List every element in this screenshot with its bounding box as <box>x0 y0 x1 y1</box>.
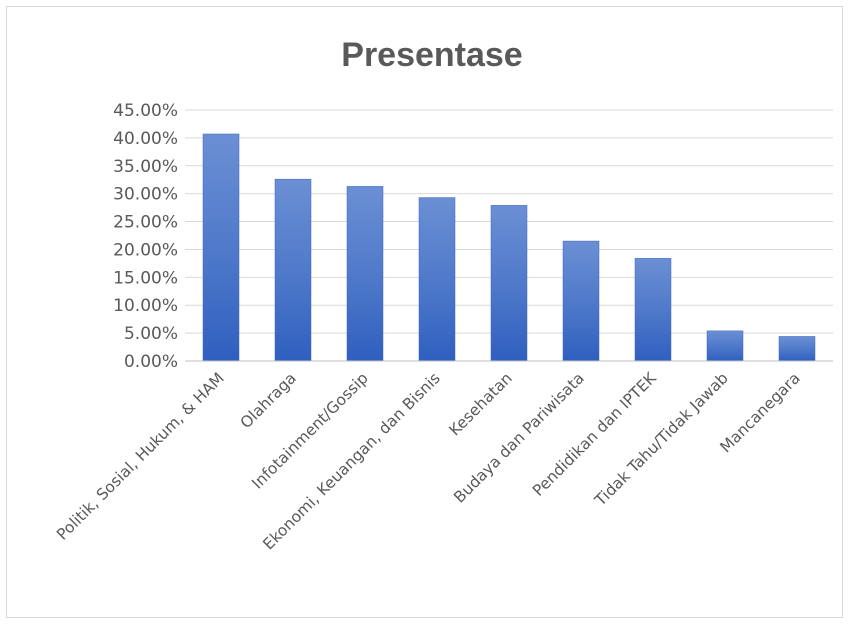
bar <box>562 240 600 362</box>
bar <box>706 330 744 362</box>
y-tick-label: 40.00% <box>113 129 178 149</box>
y-tick-label: 45.00% <box>113 101 178 121</box>
x-tick-label: Tidak Tahu/Tidak Jawab <box>591 369 732 510</box>
x-tick-label: Pendidikan dan IPTEK <box>529 369 660 500</box>
bars <box>202 133 816 362</box>
x-tick-label: Budaya dan Pariwisata <box>450 369 587 506</box>
bar <box>346 186 384 362</box>
bar <box>490 205 528 362</box>
y-tick-label: 0.00% <box>124 352 178 372</box>
bar <box>274 178 312 362</box>
bar <box>202 133 240 362</box>
x-tick-label: Infotainment/Gossip <box>248 369 371 492</box>
x-tick-label: Olahraga <box>237 369 300 432</box>
bar <box>634 258 672 362</box>
y-tick-label: 10.00% <box>113 296 178 316</box>
y-tick-label: 35.00% <box>113 157 178 177</box>
y-axis-ticks: 0.00% 5.00% 10.00% 15.00% 20.00% 25.00% 30.00%… <box>113 101 178 372</box>
bar <box>778 336 816 362</box>
y-tick-label: 30.00% <box>113 185 178 205</box>
y-tick-label: 5.00% <box>124 324 178 344</box>
x-tick-label: Politik, Sosial, Hukum, & HAM <box>53 369 228 544</box>
y-tick-label: 15.00% <box>113 268 178 288</box>
bar <box>418 197 456 362</box>
y-tick-label: 20.00% <box>113 240 178 260</box>
chart-title: Presentase <box>341 36 522 74</box>
x-axis-labels: Politik, Sosial, Hukum, & HAM OlahragaInf… <box>53 369 804 554</box>
y-tick-label: 25.00% <box>113 213 178 233</box>
x-tick-label: Kesehatan <box>446 369 516 439</box>
